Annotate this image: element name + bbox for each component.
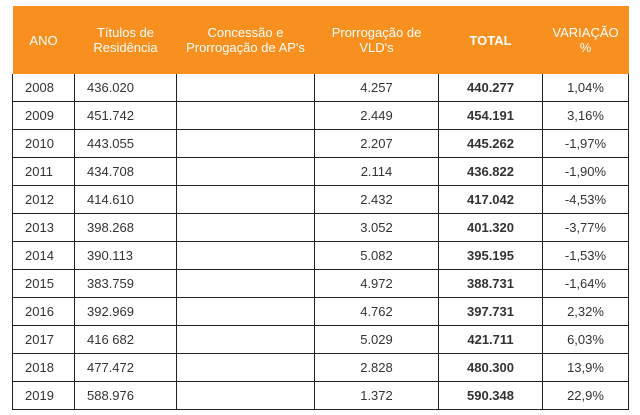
cell-titulos: 451.742	[74, 101, 177, 130]
table-row: 2015 383.759 4.972 388.731 -1,64%	[12, 269, 629, 298]
cell-titulos: 443.055	[74, 129, 177, 158]
cell-concessao	[176, 325, 315, 354]
cell-concessao	[176, 381, 315, 410]
table-row: 2012 414.610 2.432 417.042 -4,53%	[12, 185, 629, 214]
cell-prorrogacao: 2.432	[314, 185, 439, 214]
cell-variacao: 22,9%	[542, 381, 629, 410]
cell-concessao	[176, 297, 315, 326]
cell-titulos: 588.976	[74, 381, 177, 410]
cell-titulos: 392.969	[74, 297, 177, 326]
cell-variacao: -4,53%	[542, 185, 629, 214]
table-row: 2017 416 682 5.029 421.711 6,03%	[12, 325, 629, 354]
cell-concessao	[176, 213, 315, 242]
table-row: 2013 398.268 3.052 401.320 -3,77%	[12, 213, 629, 242]
cell-total: 395.195	[438, 241, 543, 270]
cell-ano: 2013	[12, 213, 75, 242]
cell-total: 397.731	[438, 297, 543, 326]
cell-total: 417.042	[438, 185, 543, 214]
cell-prorrogacao: 4.762	[314, 297, 439, 326]
header-variacao: VARIAÇÃO %	[542, 6, 629, 74]
cell-ano: 2011	[12, 157, 75, 186]
table-row: 2008 436.020 4.257 440.277 1,04%	[12, 74, 629, 102]
cell-total: 590.348	[438, 381, 543, 410]
cell-ano: 2012	[12, 185, 75, 214]
cell-concessao	[176, 129, 315, 158]
cell-variacao: 13,9%	[542, 353, 629, 382]
cell-prorrogacao: 2.449	[314, 101, 439, 130]
cell-concessao	[176, 241, 315, 270]
table-row: 2011 434.708 2.114 436.822 -1,90%	[12, 157, 629, 186]
table-row: 2010 443.055 2.207 445.262 -1,97%	[12, 129, 629, 158]
cell-total: 421.711	[438, 325, 543, 354]
table-body: 2008 436.020 4.257 440.277 1,04% 2009 451.742 2…	[12, 74, 629, 410]
cell-titulos: 398.268	[74, 213, 177, 242]
cell-prorrogacao: 4.257	[314, 74, 439, 102]
cell-prorrogacao: 5.082	[314, 241, 439, 270]
cell-total: 440.277	[438, 74, 543, 102]
cell-total: 445.262	[438, 129, 543, 158]
cell-titulos: 383.759	[74, 269, 177, 298]
cell-variacao: 2,32%	[542, 297, 629, 326]
cell-variacao: -1,90%	[542, 157, 629, 186]
cell-prorrogacao: 1.372	[314, 381, 439, 410]
cell-total: 401.320	[438, 213, 543, 242]
table-row: 2019 588.976 1.372 590.348 22,9%	[12, 381, 629, 410]
cell-ano: 2019	[12, 381, 75, 410]
cell-ano: 2017	[12, 325, 75, 354]
cell-ano: 2010	[12, 129, 75, 158]
cell-concessao	[176, 101, 315, 130]
cell-variacao: -1,97%	[542, 129, 629, 158]
cell-variacao: -1,53%	[542, 241, 629, 270]
cell-ano: 2016	[12, 297, 75, 326]
cell-total: 454.191	[438, 101, 543, 130]
header-row: ANO Títulos de Residência Concessão e Pr…	[12, 6, 629, 74]
cell-titulos: 390.113	[74, 241, 177, 270]
cell-prorrogacao: 3.052	[314, 213, 439, 242]
cell-prorrogacao: 4.972	[314, 269, 439, 298]
cell-total: 388.731	[438, 269, 543, 298]
cell-ano: 2018	[12, 353, 75, 382]
cell-total: 480.300	[438, 353, 543, 382]
cell-titulos: 477.472	[74, 353, 177, 382]
header-total: TOTAL	[438, 6, 543, 74]
data-table: ANO Títulos de Residência Concessão e Pr…	[12, 6, 629, 410]
cell-titulos: 414.610	[74, 185, 177, 214]
cell-variacao: -1,64%	[542, 269, 629, 298]
cell-ano: 2009	[12, 101, 75, 130]
cell-variacao: 6,03%	[542, 325, 629, 354]
cell-prorrogacao: 2.114	[314, 157, 439, 186]
cell-concessao	[176, 185, 315, 214]
cell-ano: 2008	[12, 74, 75, 102]
cell-concessao	[176, 269, 315, 298]
cell-concessao	[176, 74, 315, 102]
header-concessao: Concessão e Prorrogação de AP's	[176, 6, 315, 74]
cell-titulos: 434.708	[74, 157, 177, 186]
cell-prorrogacao: 2.207	[314, 129, 439, 158]
cell-total: 436.822	[438, 157, 543, 186]
cell-variacao: 1,04%	[542, 74, 629, 102]
cell-variacao: 3,16%	[542, 101, 629, 130]
cell-prorrogacao: 5.029	[314, 325, 439, 354]
cell-prorrogacao: 2.828	[314, 353, 439, 382]
table-row: 2018 477.472 2.828 480.300 13,9%	[12, 353, 629, 382]
cell-ano: 2014	[12, 241, 75, 270]
cell-variacao: -3,77%	[542, 213, 629, 242]
cell-titulos: 416 682	[74, 325, 177, 354]
cell-ano: 2015	[12, 269, 75, 298]
table-row: 2016 392.969 4.762 397.731 2,32%	[12, 297, 629, 326]
cell-concessao	[176, 157, 315, 186]
cell-concessao	[176, 353, 315, 382]
header-ano: ANO	[12, 6, 75, 74]
header-prorrogacao: Prorrogação de VLD's	[314, 6, 439, 74]
cell-titulos: 436.020	[74, 74, 177, 102]
table-row: 2014 390.113 5.082 395.195 -1,53%	[12, 241, 629, 270]
table-row: 2009 451.742 2.449 454.191 3,16%	[12, 101, 629, 130]
header-titulos: Títulos de Residência	[74, 6, 177, 74]
